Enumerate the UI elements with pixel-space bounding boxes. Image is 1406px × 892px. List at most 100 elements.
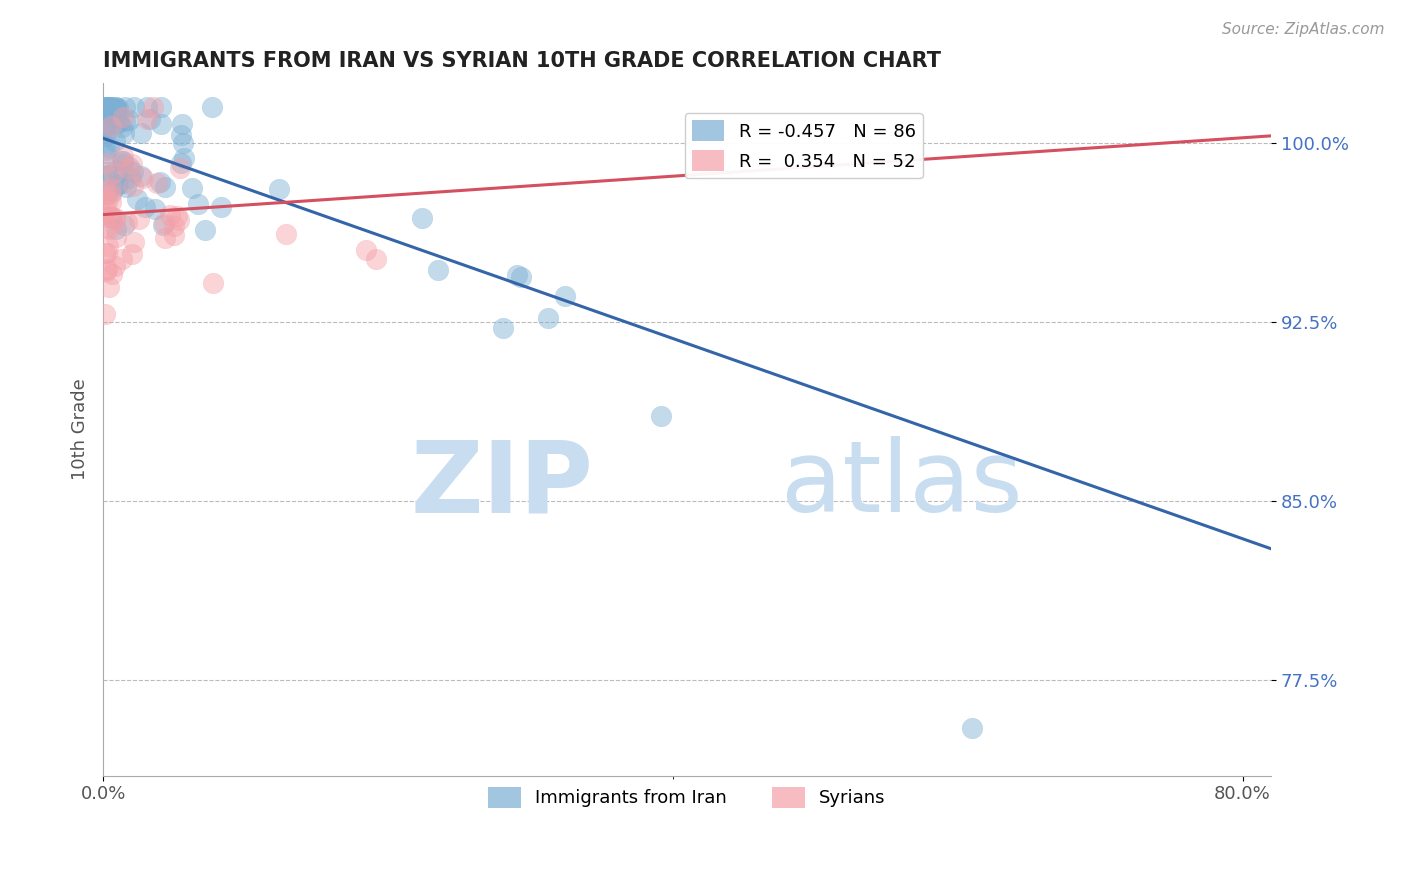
Point <box>94 169 117 183</box>
Point <box>100 194 122 209</box>
Point <box>105 230 128 244</box>
Point <box>96 100 118 114</box>
Point <box>112 218 135 232</box>
Point <box>96 104 118 119</box>
Point <box>153 179 176 194</box>
Point <box>94 117 117 131</box>
Point <box>170 128 193 142</box>
Point <box>112 148 135 162</box>
Point <box>93 188 115 202</box>
Point <box>163 227 186 242</box>
Point <box>180 181 202 195</box>
Point <box>129 169 152 183</box>
Point <box>100 187 122 202</box>
Point <box>187 197 209 211</box>
Point <box>142 100 165 114</box>
Point <box>93 109 115 123</box>
Point <box>93 128 115 143</box>
Point <box>172 117 194 131</box>
Point <box>114 100 136 114</box>
Point <box>135 112 157 127</box>
Point <box>170 156 193 170</box>
Point <box>135 100 157 114</box>
Point <box>103 166 125 180</box>
Point <box>103 211 125 225</box>
Point <box>960 721 983 735</box>
Point <box>93 183 115 197</box>
Point <box>150 117 173 131</box>
Point <box>536 311 558 326</box>
Point <box>153 231 176 245</box>
Point <box>100 210 122 224</box>
Point <box>118 112 141 127</box>
Point <box>115 161 138 175</box>
Point <box>96 165 118 179</box>
Point <box>209 200 232 214</box>
Point <box>112 126 135 140</box>
Point <box>274 227 297 242</box>
Point <box>122 100 145 114</box>
Point <box>104 134 127 148</box>
Point <box>96 143 118 157</box>
Point <box>93 120 115 135</box>
Point <box>100 119 122 133</box>
Point <box>127 192 149 206</box>
Point <box>356 243 378 257</box>
Point <box>122 235 145 249</box>
Point <box>97 103 120 117</box>
Point <box>94 120 117 134</box>
Point <box>96 245 118 260</box>
Point <box>138 112 160 127</box>
Point <box>121 178 143 193</box>
Point <box>114 113 136 128</box>
Point <box>101 267 124 281</box>
Point <box>98 209 121 223</box>
Point <box>94 246 117 260</box>
Point <box>94 125 117 139</box>
Point <box>105 222 128 236</box>
Point <box>364 252 387 267</box>
Point <box>427 262 450 277</box>
Point <box>111 157 134 171</box>
Point <box>107 101 129 115</box>
Point <box>149 100 172 114</box>
Point <box>96 261 118 276</box>
Point <box>134 200 156 214</box>
Point <box>104 211 127 226</box>
Point <box>104 110 127 124</box>
Point <box>111 110 134 124</box>
Point <box>267 182 290 196</box>
Point <box>104 102 127 116</box>
Point <box>167 213 190 227</box>
Point <box>96 187 118 202</box>
Point <box>169 161 191 175</box>
Point <box>194 223 217 237</box>
Point <box>93 146 115 161</box>
Legend: Immigrants from Iran, Syrians: Immigrants from Iran, Syrians <box>481 780 893 815</box>
Point <box>108 114 131 128</box>
Y-axis label: 10th Grade: 10th Grade <box>72 378 89 480</box>
Point <box>107 116 129 130</box>
Point <box>128 212 150 227</box>
Point <box>103 100 125 114</box>
Point <box>118 160 141 174</box>
Point <box>509 270 531 285</box>
Point <box>93 307 115 321</box>
Text: atlas: atlas <box>780 436 1022 533</box>
Text: IMMIGRANTS FROM IRAN VS SYRIAN 10TH GRADE CORRELATION CHART: IMMIGRANTS FROM IRAN VS SYRIAN 10TH GRAD… <box>103 51 941 70</box>
Point <box>94 156 117 170</box>
Point <box>97 139 120 153</box>
Point <box>101 184 124 198</box>
Point <box>114 180 136 194</box>
Point <box>201 276 224 290</box>
Point <box>100 181 122 195</box>
Point <box>98 100 121 114</box>
Point <box>121 157 143 171</box>
Point <box>122 165 145 179</box>
Point <box>492 321 515 335</box>
Point <box>100 100 122 114</box>
Point <box>105 178 128 193</box>
Point <box>650 409 672 423</box>
Point <box>111 154 134 169</box>
Point <box>97 222 120 236</box>
